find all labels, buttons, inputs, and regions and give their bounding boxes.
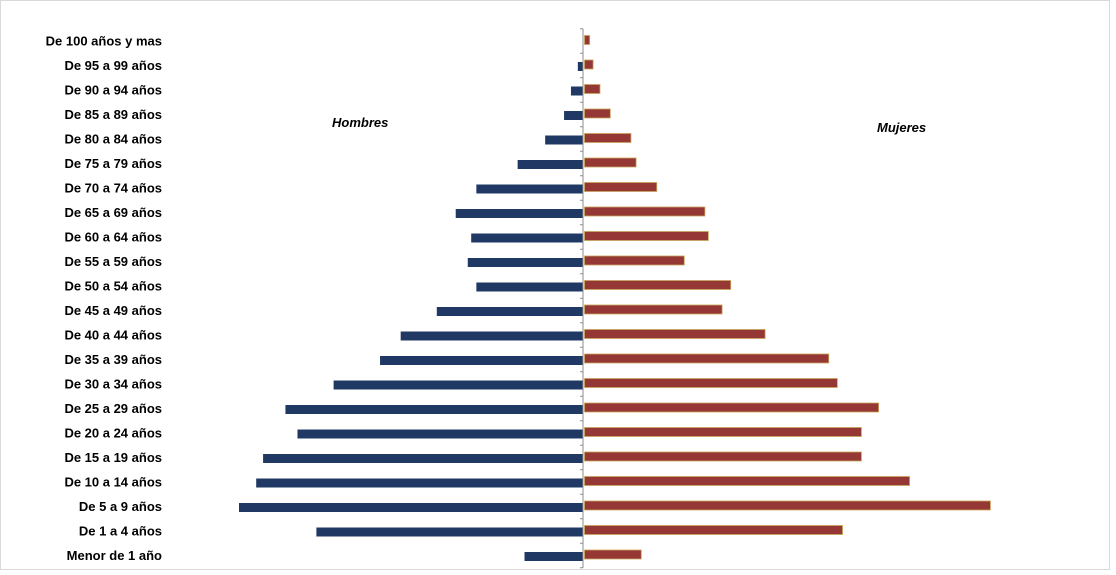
category-label: De 10 a 14 años [64,475,162,490]
bar-hombres [297,429,583,439]
bar-mujeres [584,255,685,266]
bar-mujeres [584,108,611,119]
category-label: De 50 a 54 años [64,279,162,294]
category-label: De 55 a 59 años [64,254,162,269]
category-label: De 35 a 39 años [64,352,162,367]
category-label: De 65 a 69 años [64,205,162,220]
category-label: De 70 a 74 años [64,181,162,196]
bar-hombres [436,307,583,316]
category-label: De 95 a 99 años [64,58,162,73]
category-label: De 20 a 24 años [64,426,162,441]
category-label: De 15 a 19 años [64,450,162,465]
bar-hombres [400,331,583,341]
bar-mujeres [584,304,723,315]
bar-mujeres [584,329,766,339]
bar-mujeres [584,280,732,290]
bar-mujeres [584,231,709,241]
bar-mujeres [584,451,862,462]
category-label: De 100 años y mas [46,34,162,49]
category-label: De 90 a 94 años [64,83,162,98]
category-label: Menor de 1 año [67,548,162,563]
mujeres-bars [584,35,991,560]
bar-hombres [316,527,583,537]
category-label: De 45 a 49 años [64,303,162,318]
bar-hombres [467,258,583,267]
bar-hombres [545,135,583,145]
series-label-mujeres: Mujeres [877,120,926,135]
bar-hombres [517,160,583,169]
category-label: De 5 a 9 años [79,499,162,514]
bar-mujeres [584,182,658,192]
category-label: De 25 a 29 años [64,401,162,416]
bar-hombres [285,405,583,414]
bar-mujeres [584,133,632,143]
bar-hombres [239,503,583,512]
bar-hombres [333,380,583,390]
bar-hombres [570,86,583,96]
bar-mujeres [584,549,642,560]
bar-mujeres [584,35,591,45]
category-label: De 40 a 44 años [64,328,162,343]
center-axis [580,28,584,569]
bar-hombres [476,282,583,292]
category-label: De 60 a 64 años [64,230,162,245]
bar-mujeres [584,378,838,388]
bar-hombres [380,356,583,365]
bar-mujeres [584,402,880,413]
bar-hombres [476,184,583,194]
bar-hombres [471,233,583,243]
category-labels: De 100 años y mas De 95 a 99 años De 90 a … [46,34,162,564]
category-label: De 1 a 4 años [79,524,162,539]
bar-hombres [524,552,583,561]
bar-mujeres [584,525,843,535]
hombres-bars [239,62,583,561]
bar-mujeres [584,353,830,364]
bar-mujeres [584,59,594,70]
bar-mujeres [584,157,637,168]
bar-hombres [256,478,583,488]
bar-hombres [564,111,583,120]
bar-mujeres [584,427,862,437]
bar-mujeres [584,84,601,94]
bar-hombres [455,209,583,218]
bar-mujeres [584,500,991,511]
category-label: De 75 a 79 años [64,156,162,171]
series-label-hombres: Hombres [332,115,388,130]
category-label: De 85 a 89 años [64,107,162,122]
bar-mujeres [584,476,910,486]
bar-hombres [577,62,583,71]
bar-mujeres [584,206,706,217]
bar-hombres [263,454,583,463]
category-label: De 30 a 34 años [64,377,162,392]
category-label: De 80 a 84 años [64,132,162,147]
